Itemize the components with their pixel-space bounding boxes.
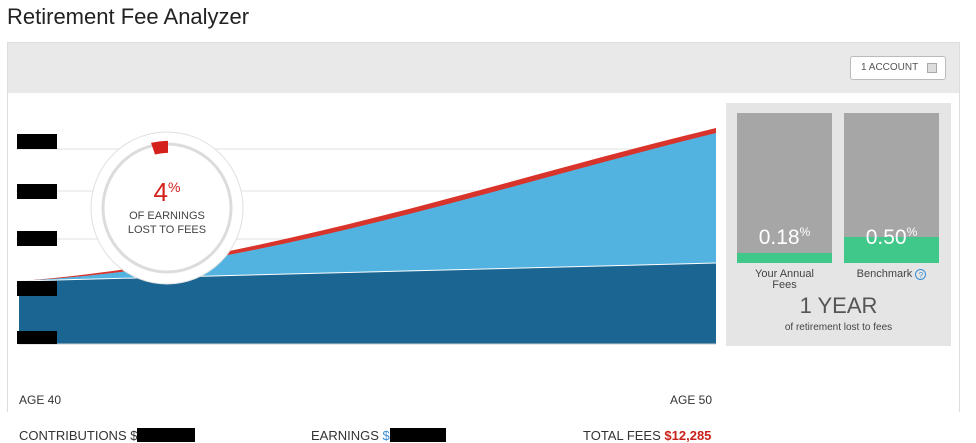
redacted-value xyxy=(137,428,196,442)
start-age: AGE 40 xyxy=(19,393,62,407)
area-divider xyxy=(18,262,717,282)
page: {"header": {"title": "Retirement Fee Ana… xyxy=(7,4,960,443)
contributions-area xyxy=(19,263,716,344)
contributions-total: CONTRIBUTIONS $ xyxy=(19,428,196,443)
earnings-area xyxy=(19,133,716,281)
donut-value: 4% xyxy=(154,177,181,207)
fees-total: TOTAL FEES $12,285 xyxy=(583,428,712,443)
your-fee-fill xyxy=(737,253,832,263)
page-title: Retirement Fee Analyzer xyxy=(7,4,250,29)
fee-comparison: 0.18% 0.50% Your Annual Fees Benchmark ?… xyxy=(726,103,951,346)
redacted-label xyxy=(17,184,57,199)
benchmark-fill xyxy=(844,237,939,263)
donut-segment xyxy=(151,140,168,155)
benchmark-label: Benchmark ? xyxy=(844,269,939,280)
donut-caption: LOST TO FEES xyxy=(128,224,206,236)
growth-chart: 4% OF EARNINGS LOST TO FEES xyxy=(16,128,717,345)
help-icon[interactable]: ? xyxy=(915,269,927,280)
donut-ring xyxy=(101,142,233,274)
your-fee-value: 0.18% xyxy=(758,225,811,249)
your-fee-label: Your Annual Fees xyxy=(755,268,814,291)
redacted-value xyxy=(389,428,446,442)
years-lost-caption: of retirement lost to fees xyxy=(784,322,893,333)
earnings-total: EARNINGS $ xyxy=(311,428,446,443)
account-dropdown[interactable]: 1 ACCOUNT xyxy=(850,56,946,80)
donut-caption: OF EARNINGS xyxy=(129,210,205,222)
redacted-label xyxy=(17,231,57,246)
years-lost: 1 YEAR xyxy=(799,293,878,318)
analyzer-panel: 1 ACCOUNT 4% OF EARNINGS LOST TO FEES xyxy=(7,42,960,443)
redacted-label xyxy=(17,281,57,296)
your-fee-bar: 0.18% xyxy=(737,113,832,263)
redacted-label xyxy=(17,134,57,149)
benchmark-value: 0.50% xyxy=(865,225,918,249)
benchmark-bar: 0.50% xyxy=(844,113,939,263)
toolbar: 1 ACCOUNT xyxy=(8,43,959,93)
account-label: 1 ACCOUNT xyxy=(861,62,919,73)
end-age: AGE 50 xyxy=(670,393,713,407)
dropdown-caret xyxy=(927,63,937,73)
redacted-label xyxy=(17,331,57,344)
